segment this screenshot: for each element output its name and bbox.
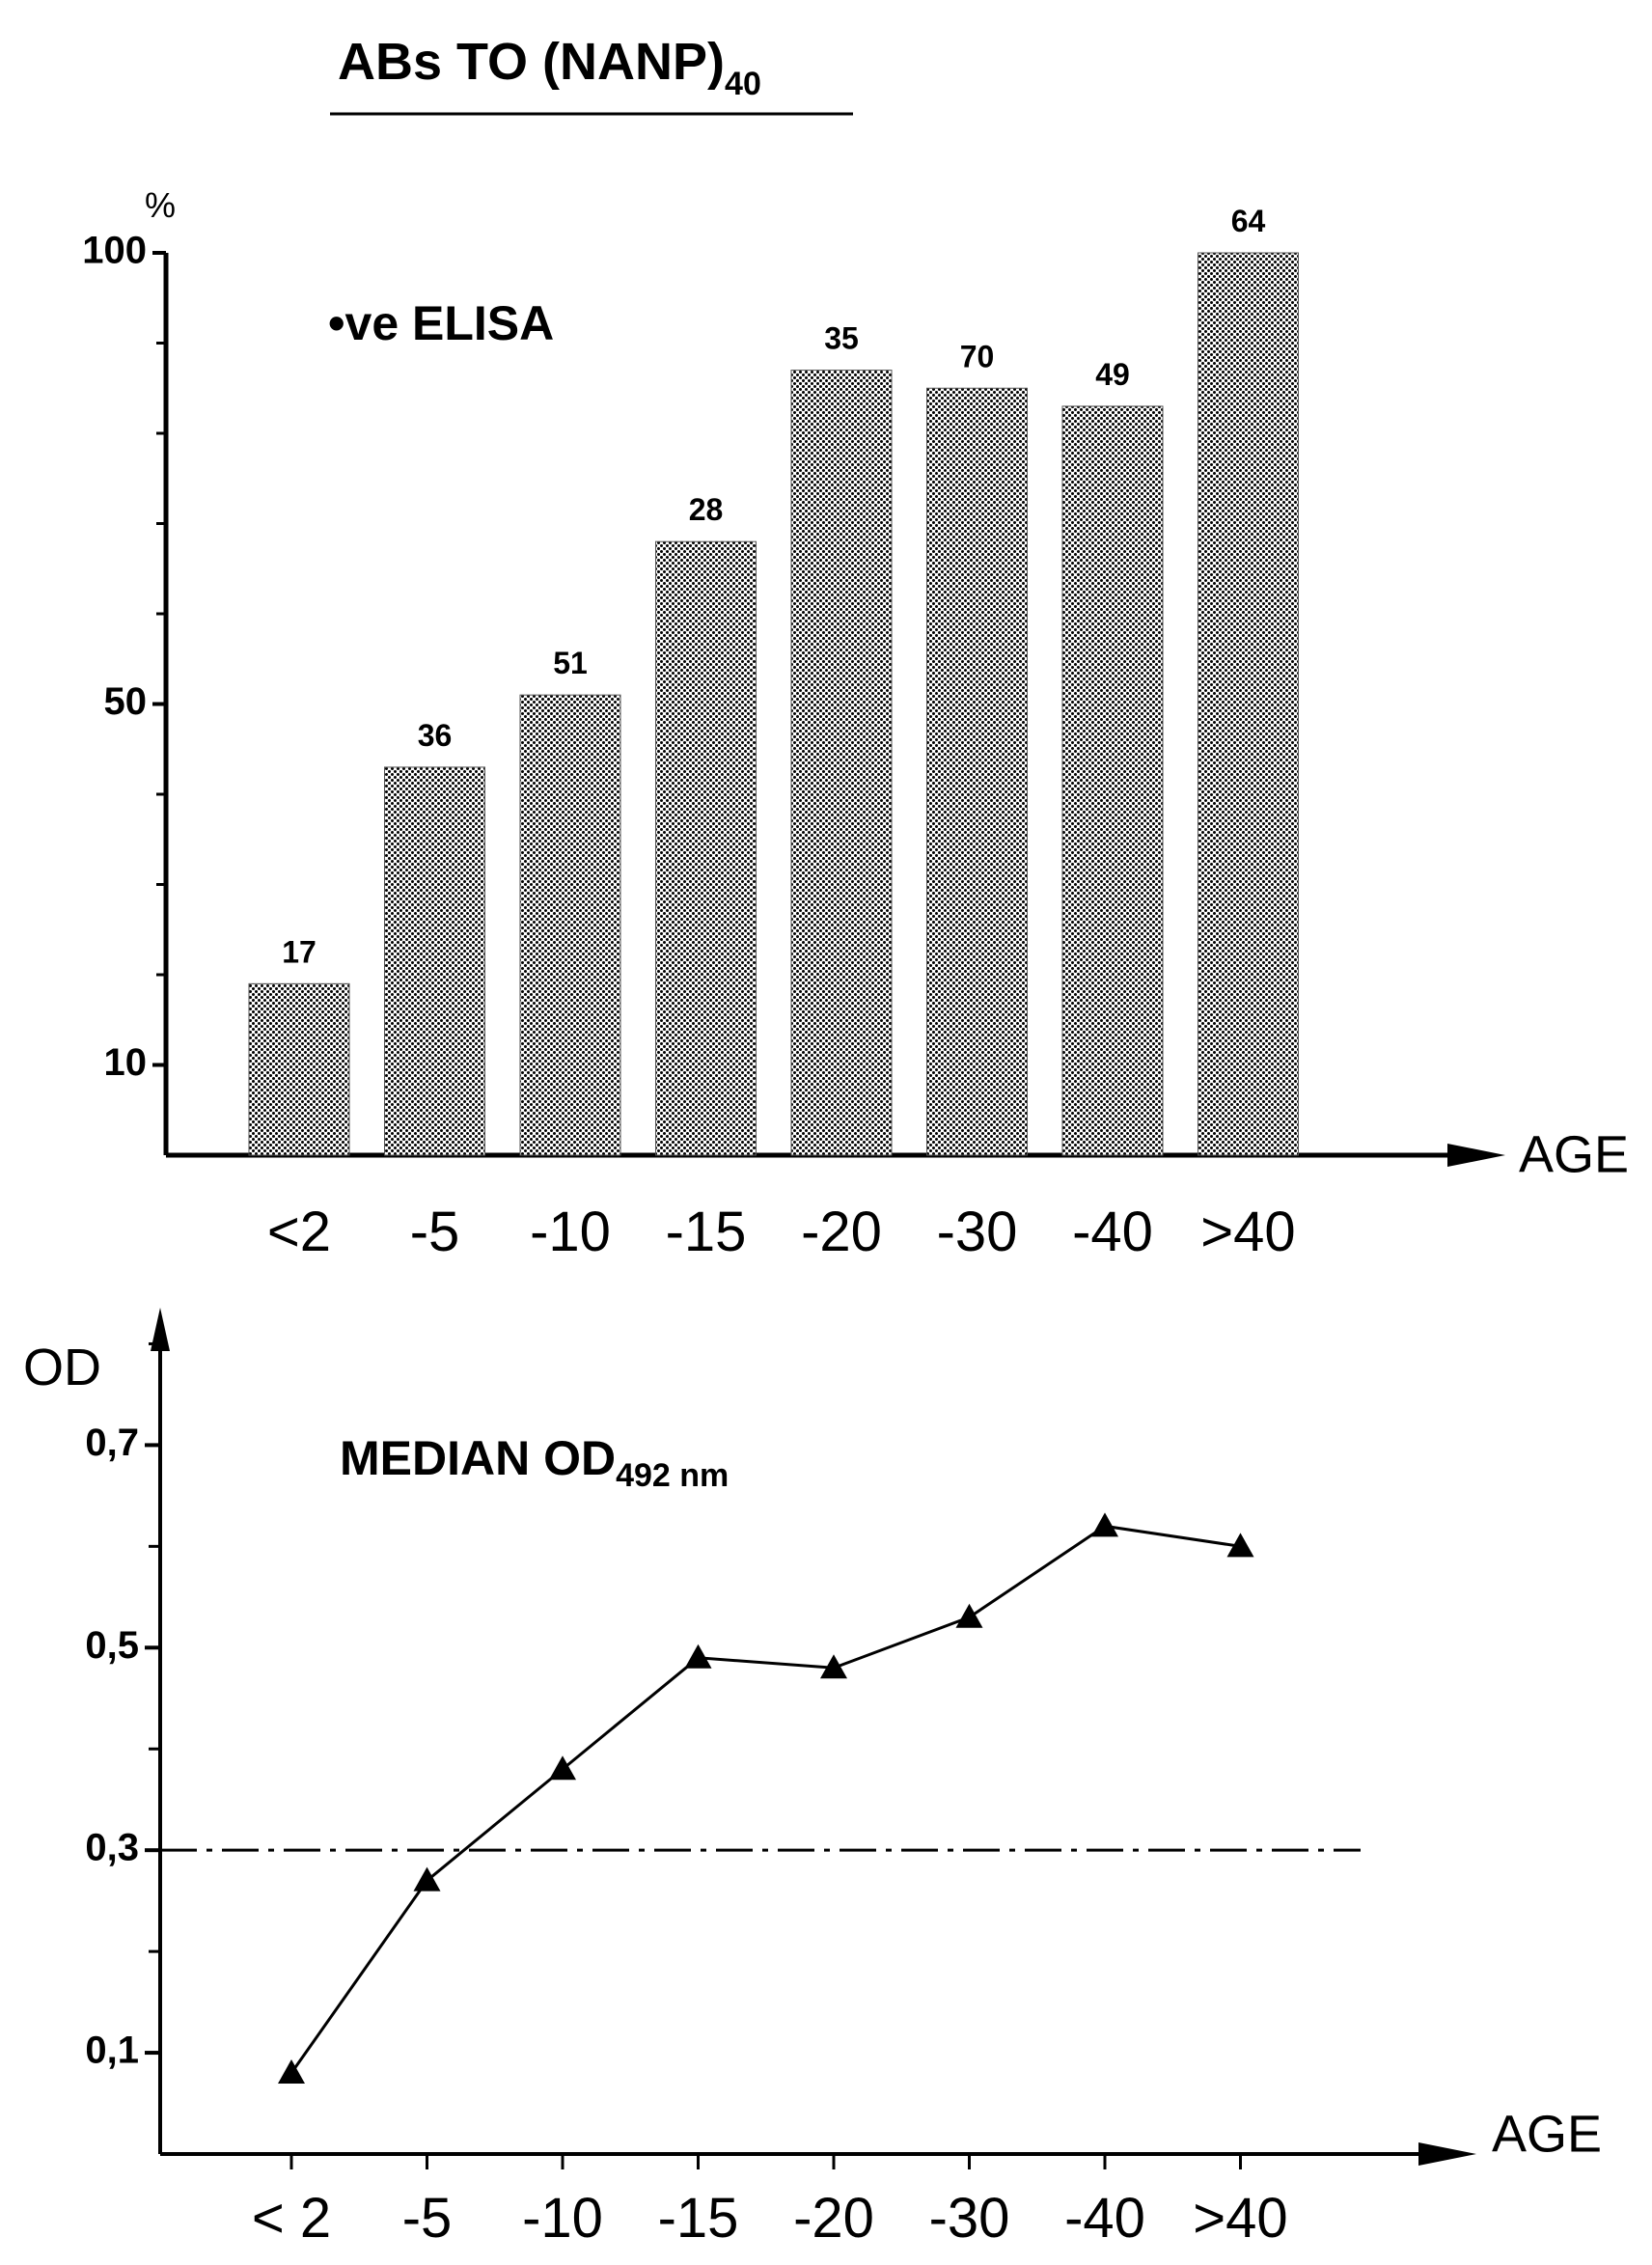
bar-category-label: >40 (1200, 1201, 1295, 1263)
bar (926, 387, 1028, 1156)
triangle-marker-icon (549, 1755, 576, 1781)
bar-y-tick-label: 50 (104, 680, 148, 723)
triangle-marker-icon (1226, 1533, 1254, 1558)
bar-y-ticks: 10 50 100 (82, 230, 166, 1084)
line-series (278, 1512, 1254, 2085)
bar (655, 540, 757, 1156)
line-category-label: >40 (1193, 2187, 1287, 2250)
line-y-axis-arrow-icon (151, 1308, 170, 1351)
line-path (289, 1524, 1241, 2074)
bar-data-label: 28 (689, 492, 724, 527)
triangle-marker-icon (1091, 1512, 1118, 1537)
bar-x-axis-arrow-icon (1447, 1144, 1505, 1167)
bar (519, 694, 621, 1156)
bar-annotation: •ve ELISA (328, 296, 554, 350)
bar (1198, 252, 1299, 1156)
bar-category-label: -10 (530, 1201, 611, 1263)
bars: 17 36 51 28 35 70 49 64 (248, 204, 1299, 1156)
bar-category-label: -40 (1072, 1201, 1153, 1263)
line-x-axis-label: AGE (1492, 2105, 1602, 2163)
bar (384, 766, 485, 1156)
bar-data-label: 35 (824, 321, 859, 356)
bar-category-label: -30 (937, 1201, 1018, 1263)
bar-y-unit: % (145, 185, 176, 225)
bar-category-label: -15 (666, 1201, 747, 1263)
bar-y-tick-label: 10 (104, 1041, 148, 1084)
bar-data-label: 49 (1095, 357, 1130, 392)
bar-category-label: <2 (267, 1201, 331, 1263)
bar-data-label: 70 (960, 339, 995, 373)
line-category-label: -40 (1064, 2187, 1145, 2250)
line-chart: AGE OD MEDIAN OD492 nm 0,1 0,3 0,5 0,7 < 2 -… (23, 1308, 1602, 2250)
triangle-marker-icon (413, 1866, 441, 1892)
bar (1061, 405, 1164, 1156)
bar (248, 982, 350, 1156)
line-category-label: -15 (658, 2187, 739, 2250)
line-y-tick-label: 0,1 (85, 2030, 139, 2072)
line-category-label: -30 (929, 2187, 1010, 2250)
line-annotation: MEDIAN OD492 nm (340, 1431, 729, 1494)
line-y-axis-label: OD (23, 1339, 101, 1396)
bar-x-axis-label: AGE (1519, 1125, 1629, 1183)
line-category-label: -5 (402, 2187, 453, 2250)
bar-data-label: 36 (418, 718, 453, 753)
triangle-marker-icon (955, 1603, 983, 1628)
bar-category-label: -5 (410, 1201, 460, 1263)
triangle-marker-icon (820, 1654, 847, 1679)
line-category-label: < 2 (252, 2187, 331, 2250)
triangle-marker-icon (684, 1644, 712, 1669)
line-x-categories: < 2 -5 -10 -15 -20 -30 -40 >40 (252, 2154, 1288, 2250)
chart-title: ABs TO (NANP)40 (338, 33, 761, 102)
line-category-label: -10 (522, 2187, 603, 2250)
bar-x-categories: <2 -5 -10 -15 -20 -30 -40 >40 (267, 1201, 1296, 1263)
bar-data-label: 64 (1231, 204, 1266, 238)
line-x-axis-arrow-icon (1418, 2142, 1476, 2166)
line-category-label: -20 (793, 2187, 874, 2250)
bar-chart: AGE % •ve ELISA 10 50 100 17 36 51 28 35 70 49 64… (82, 185, 1629, 1263)
line-y-tick-label: 0,5 (85, 1624, 139, 1667)
bar (790, 370, 893, 1156)
line-y-tick-label: 0,3 (85, 1827, 139, 1869)
bar-y-tick-label: 100 (82, 230, 147, 272)
bar-category-label: -20 (801, 1201, 882, 1263)
bar-data-label: 17 (282, 934, 317, 969)
line-y-ticks: 0,1 0,3 0,5 0,7 (85, 1341, 160, 2072)
triangle-marker-icon (278, 2059, 305, 2085)
line-y-tick-label: 0,7 (85, 1422, 139, 1464)
bar-data-label: 51 (553, 646, 588, 680)
